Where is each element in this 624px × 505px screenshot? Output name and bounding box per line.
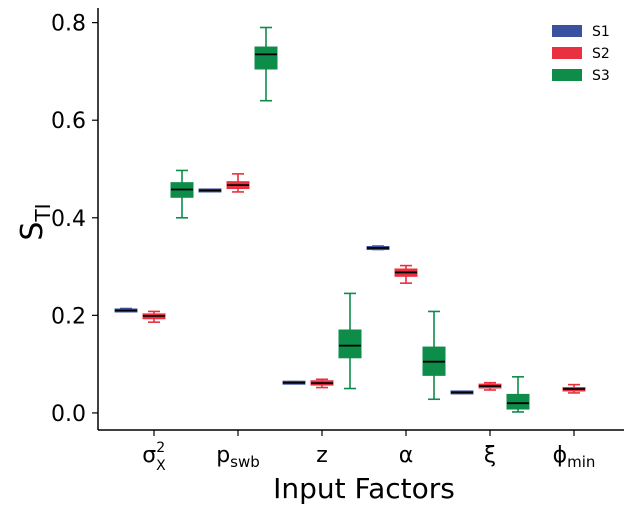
box-series-group: [114, 26, 586, 413]
x-tick-label: σ2 X: [142, 440, 166, 474]
legend-label-s3: S3: [592, 68, 610, 84]
y-tick-label: 0.0: [51, 402, 86, 427]
box-body: [254, 46, 278, 70]
box-body: [338, 329, 362, 359]
box-s3: [506, 376, 530, 413]
x-tick-label: ξ: [484, 443, 496, 468]
x-tick-label: pswb: [216, 443, 260, 471]
box-s2: [394, 264, 418, 284]
y-tick-label: 0.8: [51, 12, 86, 37]
box-s1: [450, 390, 474, 395]
x-tick-label-base: ϕ: [553, 443, 568, 468]
x-tick-label-base: z: [316, 443, 328, 468]
y-axis: 0.0 0.2 0.4 0.6 0.8: [51, 12, 98, 427]
y-tick-label: 0.2: [51, 304, 86, 329]
box-s1: [282, 380, 306, 385]
box-body: [506, 393, 530, 410]
box-s3: [422, 310, 446, 401]
box-s1: [198, 188, 222, 193]
box-s2: [226, 173, 250, 193]
y-axis-label-subscript: TI: [31, 203, 55, 222]
y-axis-label: STI: [15, 203, 55, 240]
x-tick-label-base: p: [216, 443, 230, 468]
legend-label-s2: S2: [592, 46, 610, 62]
x-tick-label-base: ξ: [484, 443, 496, 468]
x-tick-label-superscript: 2: [156, 440, 165, 456]
x-tick-label-base: α: [399, 443, 414, 468]
box-s1: [366, 245, 390, 251]
box-s3: [338, 292, 362, 390]
legend-swatch-s2: [552, 47, 582, 59]
x-tick-label-subscript: min: [567, 453, 595, 471]
box-s3: [254, 26, 278, 102]
box-s2: [478, 381, 502, 391]
legend-swatch-s3: [552, 69, 582, 81]
x-tick-label-subscript: X: [156, 458, 166, 474]
box-s2: [142, 310, 166, 323]
x-tick-label: α: [399, 443, 414, 468]
x-tick-label-base: σ: [142, 443, 156, 468]
box-s1: [114, 307, 138, 313]
legend: S1 S2 S3: [552, 24, 610, 84]
legend-label-s1: S1: [592, 24, 610, 40]
y-tick-label: 0.4: [51, 207, 86, 232]
box-s2: [562, 383, 586, 394]
box-s2: [310, 378, 334, 389]
x-axis-label: Input Factors: [273, 472, 455, 505]
x-tick-label: z: [316, 443, 328, 468]
box-s3: [170, 169, 194, 219]
legend-swatch-s1: [552, 25, 582, 37]
x-tick-label: ϕmin: [553, 443, 596, 471]
y-tick-label: 0.6: [51, 109, 86, 134]
svg-text:STI: STI: [15, 203, 55, 240]
x-tick-label-subscript: swb: [230, 453, 260, 471]
y-axis-label-base: S: [15, 222, 50, 241]
plot-frame: [97, 8, 624, 431]
